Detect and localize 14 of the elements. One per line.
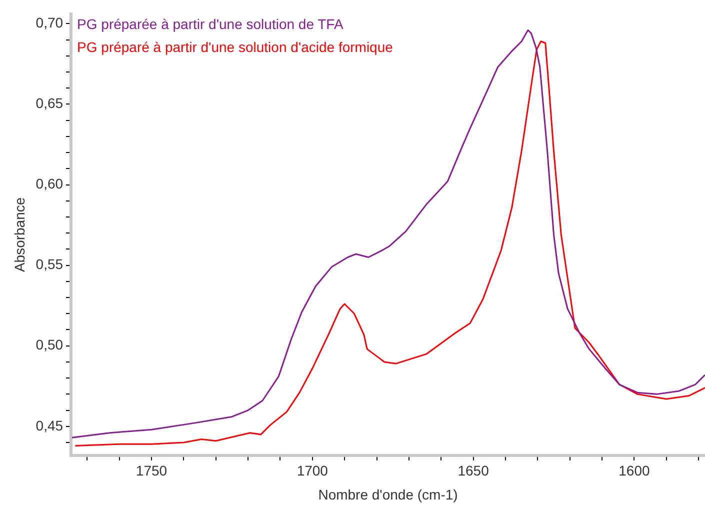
x-tick-label: 1600	[618, 462, 650, 479]
y-tick-label: 0,70	[36, 14, 64, 31]
x-tick-label: 1750	[136, 462, 168, 479]
y-tick-label: 0,45	[36, 417, 64, 434]
text: PG préparé à partir d'une solution d'acide formique	[77, 38, 394, 55]
y-tick-label: 0,65	[36, 95, 64, 112]
text: PG préparée à partir d'une solution de TFA	[77, 16, 344, 32]
y-axis-title: Absorbance	[11, 197, 28, 272]
x-axis-title: Nombre d'onde (cm-1)	[318, 486, 458, 502]
x-tick-label: 1700	[296, 462, 328, 479]
x-tick-label: 1650	[458, 462, 490, 479]
y-tick-label: 0,60	[36, 176, 64, 192]
y-tick-label: 0,55	[36, 256, 64, 272]
y-tick-label: 0,50	[36, 336, 64, 353]
